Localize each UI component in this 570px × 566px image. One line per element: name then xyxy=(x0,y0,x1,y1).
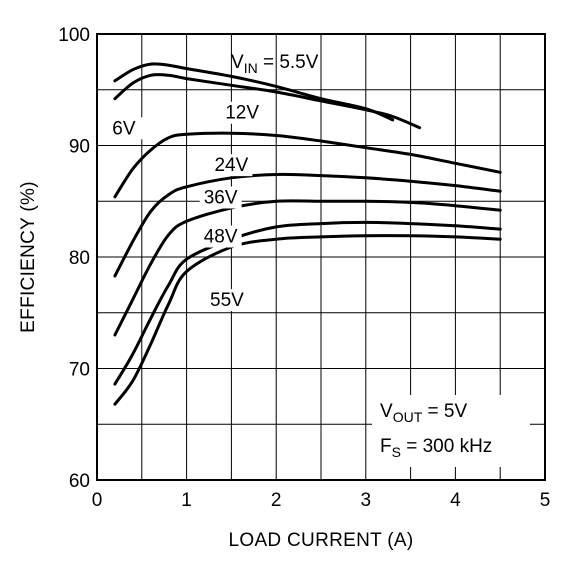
fs-annotation-main: F xyxy=(380,436,392,457)
series-line-5-5v xyxy=(113,62,395,122)
plot-frame xyxy=(96,33,546,481)
curve-label: 48V xyxy=(204,227,238,248)
curve-label-bg xyxy=(199,225,242,248)
curve-label-bg xyxy=(199,186,242,209)
vin-annotation-sub: IN xyxy=(244,60,258,76)
curve-label-bg xyxy=(221,101,264,124)
curve-label-bg xyxy=(210,154,253,177)
series-line-6v xyxy=(113,73,422,130)
x-tick-label: 3 xyxy=(361,490,372,511)
x-tick-label: 1 xyxy=(181,490,192,511)
fs-annotation-sub: S xyxy=(392,444,401,460)
vout-annotation-main: V xyxy=(380,401,393,422)
x-tick-label: 2 xyxy=(271,490,282,511)
y-tick-label: 80 xyxy=(69,248,90,269)
curve-label-bg xyxy=(205,289,248,312)
y-axis-title: EFFICIENCY (%) xyxy=(18,181,39,333)
vout-annotation: VOUT = 5V xyxy=(380,401,467,425)
y-tick-label: 70 xyxy=(69,360,90,381)
curve-label: 24V xyxy=(214,155,248,176)
vin-annotation-rest: = 5.5V xyxy=(258,52,319,73)
x-tick-label: 4 xyxy=(450,490,461,511)
y-tick-label: 100 xyxy=(58,25,90,46)
vin-annotation: VIN = 5.5V xyxy=(231,52,319,76)
series-line-48v xyxy=(113,220,502,386)
curve-label: 12V xyxy=(225,103,259,124)
tick-labels: 0 1 2 3 4 5 60 70 80 90 100 xyxy=(58,25,550,511)
y-tick-label: 60 xyxy=(69,471,90,492)
curve-label-bg xyxy=(102,117,145,140)
series-line-24v xyxy=(113,172,502,278)
x-tick-label: 0 xyxy=(92,490,103,511)
curve-label: 6V xyxy=(112,118,136,139)
fs-annotation: FS = 300 kHz xyxy=(380,436,492,460)
series-line-55v xyxy=(113,234,502,406)
vin-annotation-main: V xyxy=(231,52,244,73)
vout-annotation-rest: = 5V xyxy=(422,401,467,422)
series-lines xyxy=(113,62,502,406)
series-line-36v xyxy=(113,199,502,337)
curve-label: 55V xyxy=(210,290,244,311)
fs-annotation-rest: = 300 kHz xyxy=(401,436,492,457)
x-axis-title: LOAD CURRENT (A) xyxy=(229,530,414,551)
x-tick-label: 5 xyxy=(540,490,551,511)
curve-label: 36V xyxy=(204,187,238,208)
series-line-12v xyxy=(113,131,502,199)
y-tick-label: 90 xyxy=(69,137,90,158)
curve-labels: 6V 12V 24V 36V 48V 55V xyxy=(102,101,264,312)
conditions-box-bg xyxy=(372,395,530,467)
vout-annotation-sub: OUT xyxy=(393,409,423,425)
